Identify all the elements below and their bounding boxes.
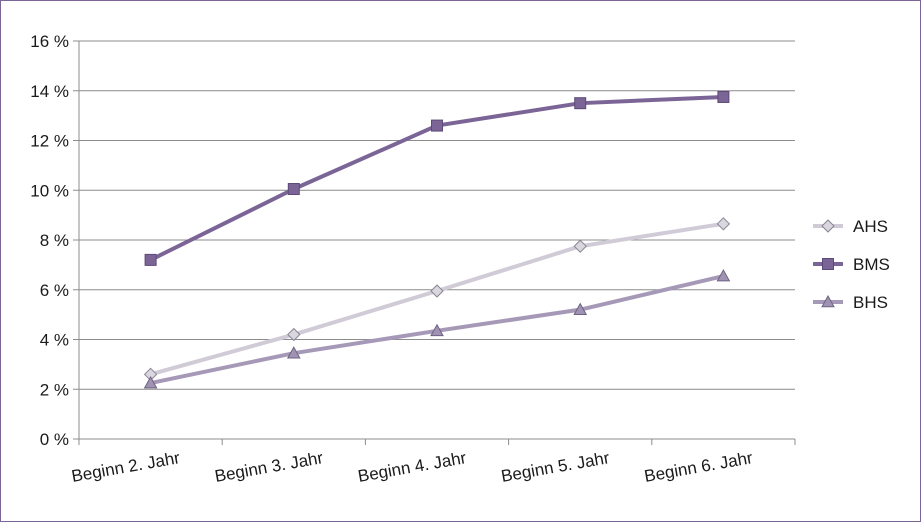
legend-marker-ahs <box>821 219 835 233</box>
data-point-bms <box>431 119 443 132</box>
data-point-bms <box>574 97 587 110</box>
data-point-bhs <box>430 323 444 337</box>
x-tick-label: Beginn 2. Jahr <box>70 448 182 486</box>
y-tick-label: 0 % <box>40 430 69 449</box>
data-point-bhs <box>286 346 301 359</box>
legend-label-bhs: BHS <box>853 293 888 312</box>
data-point-ahs <box>716 217 731 231</box>
y-tick-label: 16 % <box>30 32 69 51</box>
data-point-bhs <box>143 376 158 389</box>
y-tick-label: 12 % <box>30 132 69 151</box>
data-point-ahs <box>287 327 301 342</box>
legend-label-ahs: AHS <box>853 217 888 236</box>
data-point-ahs <box>430 284 444 298</box>
y-tick-label: 6 % <box>40 281 69 300</box>
legend-marker-bms <box>822 258 834 270</box>
x-tick-label: Beginn 6. Jahr <box>643 448 755 486</box>
data-point-bms <box>287 183 300 196</box>
y-tick-label: 8 % <box>40 231 69 250</box>
y-tick-label: 4 % <box>40 331 69 350</box>
y-tick-label: 2 % <box>40 380 69 399</box>
legend-label-bms: BMS <box>853 255 890 274</box>
data-point-bhs <box>573 302 588 315</box>
legend-marker-bhs <box>821 294 835 308</box>
x-tick-label: Beginn 3. Jahr <box>213 448 325 486</box>
data-point-bms <box>717 90 730 103</box>
y-tick-label: 10 % <box>30 181 69 200</box>
data-point-ahs <box>573 239 587 253</box>
y-tick-label: 14 % <box>30 82 69 101</box>
data-point-bhs <box>716 269 731 282</box>
series-line-ahs <box>148 221 726 377</box>
x-tick-label: Beginn 4. Jahr <box>356 448 468 486</box>
x-tick-label: Beginn 5. Jahr <box>500 448 612 486</box>
data-point-bms <box>144 253 157 266</box>
